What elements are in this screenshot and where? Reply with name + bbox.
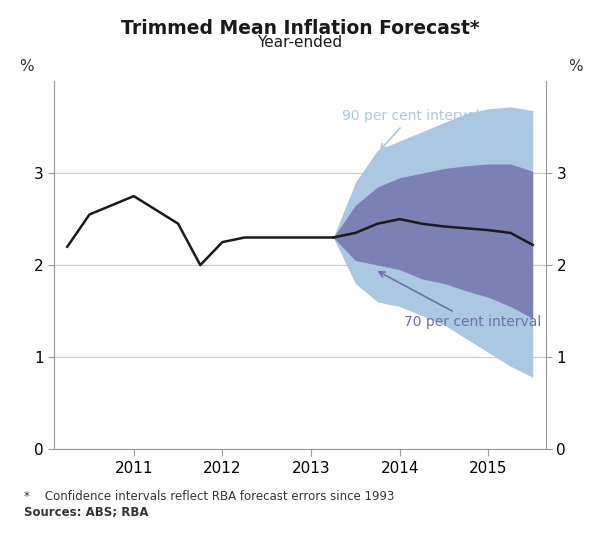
Text: 90 per cent interval: 90 per cent interval bbox=[342, 109, 479, 149]
Text: %: % bbox=[20, 59, 34, 74]
Text: Year-ended: Year-ended bbox=[257, 35, 343, 50]
Text: *    Confidence intervals reflect RBA forecast errors since 1993: * Confidence intervals reflect RBA forec… bbox=[24, 490, 394, 503]
Text: %: % bbox=[568, 59, 583, 74]
Text: 70 per cent interval: 70 per cent interval bbox=[379, 272, 541, 329]
Text: Sources: ABS; RBA: Sources: ABS; RBA bbox=[24, 506, 149, 519]
Text: Trimmed Mean Inflation Forecast*: Trimmed Mean Inflation Forecast* bbox=[121, 19, 479, 38]
